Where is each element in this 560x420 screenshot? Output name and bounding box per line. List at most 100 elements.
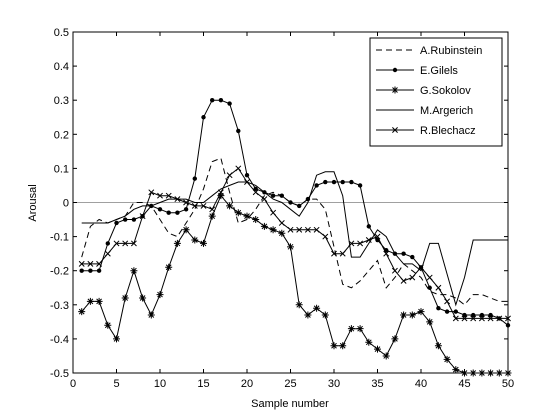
data-point: [130, 267, 138, 275]
data-point: [227, 101, 232, 106]
data-point: [165, 263, 173, 271]
legend-label: A.Rubinstein: [420, 45, 482, 57]
data-point: [191, 236, 199, 244]
data-point: [418, 264, 424, 271]
data-point: [288, 200, 293, 205]
data-point: [287, 243, 294, 251]
data-point: [314, 183, 319, 188]
y-tick-label: 0.1: [54, 163, 69, 175]
data-point: [200, 202, 207, 209]
data-point: [365, 237, 372, 243]
data-point: [478, 369, 486, 377]
x-tick-label: 25: [284, 378, 296, 390]
data-point: [340, 179, 345, 185]
data-point: [183, 199, 190, 206]
data-point: [157, 207, 163, 212]
data-point: [461, 315, 468, 322]
data-point: [243, 212, 251, 220]
legend-label: M.Argerich: [420, 105, 473, 117]
data-point: [114, 220, 119, 226]
data-point: [157, 192, 163, 199]
data-point: [260, 222, 268, 230]
data-point: [304, 311, 312, 319]
data-point: [479, 312, 485, 318]
data-point: [495, 369, 503, 377]
data-point: [253, 186, 258, 192]
data-point: [269, 226, 277, 234]
data-point: [165, 192, 172, 199]
data-point: [434, 342, 442, 350]
x-tick-label: 45: [458, 378, 470, 390]
series-layer: [78, 98, 512, 377]
data-point: [201, 115, 206, 120]
y-tick-label: 0.3: [54, 95, 69, 107]
data-point: [95, 297, 103, 305]
data-point: [210, 98, 215, 103]
series-m-argerich: [81, 171, 508, 307]
data-point: [200, 239, 207, 247]
data-point: [313, 304, 321, 312]
data-point: [452, 315, 459, 322]
data-point: [409, 274, 416, 281]
data-point: [408, 311, 416, 319]
data-point: [105, 241, 111, 246]
x-tick-label: 5: [113, 378, 119, 390]
data-point: [121, 294, 129, 302]
x-tick-label: 30: [328, 378, 340, 390]
data-point: [470, 315, 477, 322]
data-point: [88, 268, 93, 273]
data-point: [365, 338, 373, 346]
data-point: [444, 309, 450, 314]
data-point: [234, 209, 242, 217]
data-point: [175, 210, 180, 215]
y-tick-label: 0.5: [54, 27, 69, 39]
data-point: [417, 308, 425, 316]
data-point: [287, 226, 294, 233]
ticks-layer: [72, 31, 509, 374]
data-point: [331, 250, 337, 257]
data-point: [173, 239, 181, 247]
data-point: [226, 172, 233, 179]
legend-marker: [392, 127, 398, 133]
x-tick-label: 35: [371, 378, 383, 390]
x-tick-label: 10: [154, 378, 166, 390]
data-point: [192, 176, 197, 181]
data-point: [488, 312, 493, 318]
data-point: [331, 179, 337, 185]
legend-entry: R.Blechacz: [376, 125, 476, 137]
data-point: [183, 207, 189, 212]
y-tick-label: 0: [63, 198, 69, 210]
data-point: [366, 224, 371, 229]
data-point: [87, 260, 94, 267]
data-point: [252, 216, 260, 224]
data-point: [505, 315, 511, 322]
data-point: [244, 179, 250, 185]
legend-box: [369, 37, 503, 147]
data-point: [426, 318, 434, 326]
data-point: [217, 189, 224, 196]
data-point: [391, 267, 398, 274]
data-point: [471, 312, 476, 318]
data-point: [156, 291, 164, 299]
data-point: [322, 233, 329, 240]
data-point: [410, 254, 415, 260]
data-point: [487, 369, 495, 377]
legend-marker: [391, 86, 399, 94]
data-point: [261, 196, 268, 203]
x-tick-label: 20: [241, 378, 253, 390]
data-point: [148, 189, 155, 196]
series-g-sokolov: [78, 192, 512, 377]
series-e-gilels: [79, 98, 511, 328]
series-line: [81, 194, 508, 374]
data-point: [356, 325, 364, 333]
data-point: [217, 192, 225, 200]
data-point: [374, 345, 381, 353]
data-point: [86, 297, 94, 305]
data-point: [295, 301, 303, 309]
data-point: [208, 212, 216, 220]
data-point: [278, 220, 285, 226]
data-point: [104, 321, 112, 329]
data-point: [469, 369, 477, 377]
legend-entry: G.Sokolov: [376, 85, 471, 97]
legend-marker: [392, 67, 398, 73]
